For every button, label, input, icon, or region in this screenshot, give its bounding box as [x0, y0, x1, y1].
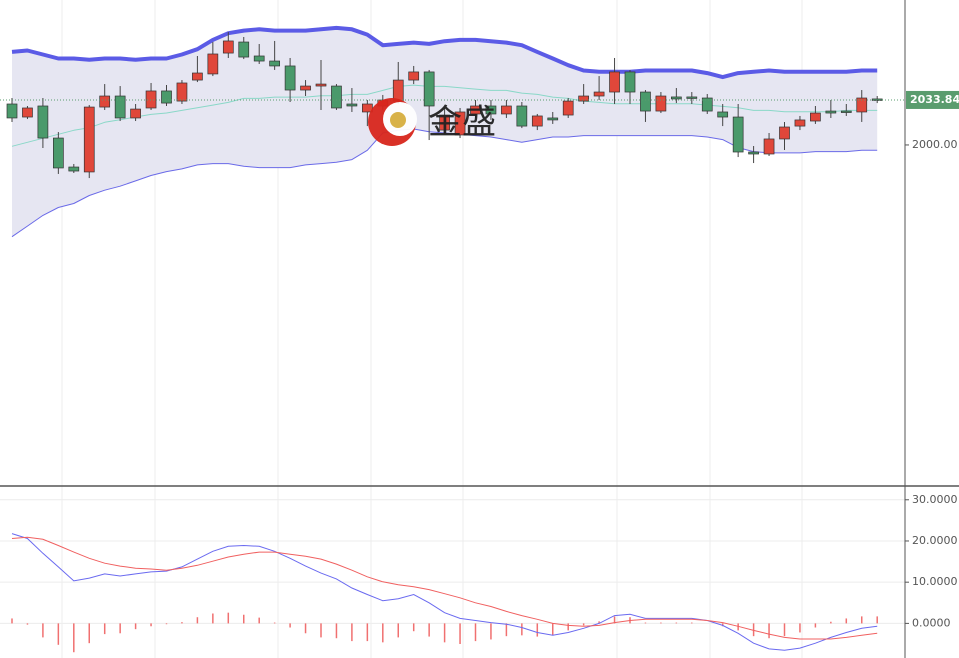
- candle-body: [6, 103, 18, 119]
- candle-body: [161, 90, 172, 104]
- macd-line: [11, 536, 878, 640]
- candle-body: [609, 71, 620, 93]
- candle-body: [392, 79, 404, 102]
- candle-body: [516, 105, 528, 127]
- candle-body: [346, 103, 358, 107]
- candle-body: [701, 97, 713, 112]
- candle-body: [856, 97, 868, 113]
- candle-body: [269, 60, 280, 67]
- candle-body: [485, 105, 497, 115]
- candle-body: [192, 72, 203, 81]
- candle-body: [408, 71, 420, 81]
- candle-body: [284, 65, 296, 91]
- plot-layer: 2000.00 2033.84 30.0000 20.0000 10.0000 0.000…: [0, 25, 959, 653]
- candle-body: [37, 105, 49, 139]
- candle-body: [748, 151, 759, 155]
- candle-body: [670, 96, 682, 100]
- candle-body: [810, 112, 821, 122]
- candle-body: [238, 41, 250, 58]
- candle-body: [593, 91, 605, 97]
- macd-line: [11, 533, 878, 651]
- candle-body: [207, 53, 219, 75]
- candle-body: [501, 105, 512, 115]
- candle-body: [717, 111, 729, 118]
- candle-body: [83, 106, 95, 173]
- y-tick-label: 30.0000: [912, 493, 958, 506]
- candle-body: [794, 119, 806, 127]
- last-price-box: [906, 90, 959, 109]
- candle-body: [300, 85, 311, 91]
- candle-body: [562, 100, 574, 116]
- candle-body: [22, 107, 33, 118]
- y-tick-label: 0.0000: [912, 616, 951, 629]
- candle-body: [640, 91, 651, 112]
- candle-body: [732, 116, 744, 153]
- y-tick-label: 2000.00: [912, 138, 958, 151]
- candle-body: [439, 114, 450, 131]
- watermark-text: 金盛: [428, 103, 496, 143]
- candle-body: [52, 137, 64, 169]
- candle-body: [686, 96, 698, 99]
- candle-body: [763, 138, 775, 155]
- candle-body: [176, 82, 188, 102]
- candle-body: [470, 105, 481, 115]
- candle-body: [779, 126, 790, 140]
- candle-body: [253, 55, 265, 62]
- candle-body: [362, 103, 373, 113]
- band-line: [11, 84, 878, 147]
- candle-body: [315, 83, 327, 87]
- candle-body: [222, 40, 234, 54]
- candle-body: [114, 95, 126, 119]
- logo-coin: [390, 112, 406, 128]
- candle-body: [547, 117, 559, 121]
- y-tick-label: 20.0000: [912, 534, 958, 547]
- candle-body: [130, 108, 141, 119]
- candle-body: [840, 110, 852, 113]
- candle-body: [454, 111, 466, 136]
- candle-body: [68, 166, 80, 172]
- candle-body: [423, 71, 435, 107]
- candle-body: [825, 110, 837, 114]
- watermark: 金盛: [368, 98, 496, 146]
- last-price-label: 2033.84: [910, 93, 959, 106]
- candle-body: [624, 71, 636, 93]
- candle-body: [331, 85, 342, 109]
- candle-body: [578, 95, 590, 102]
- candle-body: [99, 95, 111, 108]
- candle-body: [531, 115, 543, 127]
- y-tick-label: 10.0000: [912, 575, 958, 588]
- candle-body: [655, 95, 667, 112]
- band-line: [11, 25, 878, 80]
